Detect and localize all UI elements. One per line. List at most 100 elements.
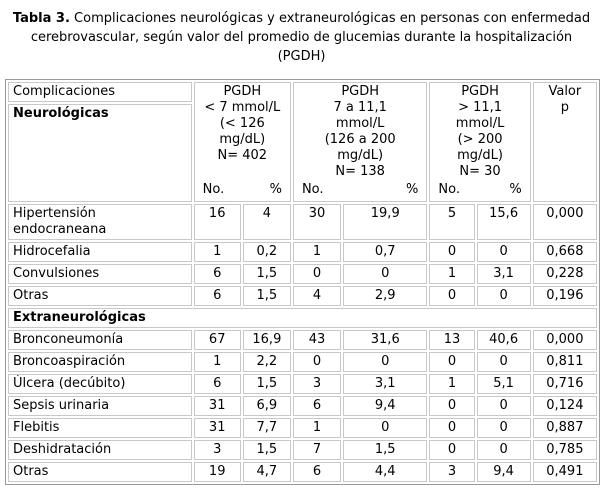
value-cell: 9,4 <box>476 462 531 482</box>
complications-table: Complicaciones PGDH < 7 mmol/L (< 126 mg… <box>5 79 600 485</box>
value-cell: 0 <box>429 396 475 416</box>
value-cell: 3,1 <box>343 374 428 394</box>
value-cell: 1,5 <box>242 286 291 306</box>
value-cell: 30 <box>292 204 342 240</box>
value-cell: 0,124 <box>532 396 597 416</box>
value-cell: 1,5 <box>242 374 291 394</box>
table-row: Sepsis urinaria 31 6,9 6 9,4 0 0 0,124 <box>8 396 597 416</box>
table-row: Otras 6 1,5 4 2,9 0 0 0,196 <box>8 286 597 306</box>
value-cell: 3 <box>292 374 342 394</box>
row-name-cell: Deshidratación <box>8 440 192 460</box>
pgdh-group-title-1: PGDH < 7 mmol/L (< 126 mg/dL) N= 402 <box>204 84 281 163</box>
value-cell: 0,811 <box>532 352 597 372</box>
table-row: Hipertensión endocraneana 16 4 30 19,9 5 15,6 0… <box>8 204 597 240</box>
pct-column-label: % <box>269 182 282 197</box>
no-column-label: No. <box>301 182 324 197</box>
value-cell: 0,785 <box>532 440 597 460</box>
value-cell: 6,9 <box>242 396 291 416</box>
value-cell: 16 <box>193 204 241 240</box>
pgdh-group-title-3: PGDH > 11,1 mmol/L (> 200 mg/dL) N= 30 <box>455 84 505 179</box>
pgdh-group-inner: PGDH 7 a 11,1 mmol/L (126 a 200 mg/dL) N… <box>298 84 422 198</box>
value-cell: 4 <box>292 286 342 306</box>
value-cell: 67 <box>193 330 241 350</box>
valor-p-header: Valor p <box>532 82 597 202</box>
subcolumn-labels-2: No. % <box>298 182 422 198</box>
value-cell: 0 <box>343 264 428 284</box>
row-name-cell: Sepsis urinaria <box>8 396 192 416</box>
pct-column-label: % <box>406 182 419 197</box>
value-cell: 7,7 <box>242 418 291 438</box>
value-cell: 0 <box>476 396 531 416</box>
value-cell: 40,6 <box>476 330 531 350</box>
caption-label: Tabla 3. <box>12 11 70 26</box>
table-row: Hidrocefalia 1 0,2 1 0,7 0 0 0,668 <box>8 242 597 262</box>
value-cell: 4,7 <box>242 462 291 482</box>
pgdh-group-header-3: PGDH > 11,1 mmol/L (> 200 mg/dL) N= 30 N… <box>429 82 531 202</box>
value-cell: 2,9 <box>343 286 428 306</box>
no-column-label: No. <box>202 182 225 197</box>
table-caption: Tabla 3. Complicaciones neurológicas y e… <box>12 9 592 66</box>
subcolumn-labels-1: No. % <box>199 182 286 198</box>
value-cell: 6 <box>193 264 241 284</box>
value-cell: 1,5 <box>242 440 291 460</box>
value-cell: 9,4 <box>343 396 428 416</box>
no-column-label: No. <box>438 182 460 197</box>
value-cell: 1 <box>429 374 475 394</box>
value-cell: 15,6 <box>476 204 531 240</box>
value-cell: 0,228 <box>532 264 597 284</box>
value-cell: 0 <box>476 440 531 460</box>
pgdh-group-title-2: PGDH 7 a 11,1 mmol/L (126 a 200 mg/dL) N… <box>324 84 396 179</box>
value-cell: 1,5 <box>343 440 428 460</box>
value-cell: 13 <box>429 330 475 350</box>
value-cell: 3 <box>193 440 241 460</box>
table-row: Convulsiones 6 1,5 0 0 1 3,1 0,228 <box>8 264 597 284</box>
value-cell: 0,196 <box>532 286 597 306</box>
value-cell: 16,9 <box>242 330 291 350</box>
value-cell: 0,000 <box>532 204 597 240</box>
value-cell: 6 <box>292 396 342 416</box>
value-cell: 19,9 <box>343 204 428 240</box>
pgdh-group-inner: PGDH < 7 mmol/L (< 126 mg/dL) N= 402 No.… <box>199 84 286 198</box>
value-cell: 0 <box>429 242 475 262</box>
value-cell: 0 <box>476 418 531 438</box>
row-name-cell: Hidrocefalia <box>8 242 192 262</box>
pgdh-group-header-1: PGDH < 7 mmol/L (< 126 mg/dL) N= 402 No.… <box>193 82 291 202</box>
value-cell: 4,4 <box>343 462 428 482</box>
value-cell: 19 <box>193 462 241 482</box>
section-row: Extraneurológicas <box>8 308 597 328</box>
table-row: Flebitis 31 7,7 1 0 0 0 0,887 <box>8 418 597 438</box>
value-cell: 0,668 <box>532 242 597 262</box>
value-cell: 6 <box>193 286 241 306</box>
value-cell: 0 <box>476 352 531 372</box>
value-cell: 1 <box>292 242 342 262</box>
table-row: Broncoaspiración 1 2,2 0 0 0 0 0,811 <box>8 352 597 372</box>
value-cell: 3,1 <box>476 264 531 284</box>
table-row: Deshidratación 3 1,5 7 1,5 0 0 0,785 <box>8 440 597 460</box>
table-row: Úlcera (decúbito) 6 1,5 3 3,1 1 5,1 0,716 <box>8 374 597 394</box>
value-cell: 7 <box>292 440 342 460</box>
row-name-cell: Otras <box>8 286 192 306</box>
table-row: Otras 19 4,7 6 4,4 3 9,4 0,491 <box>8 462 597 482</box>
header-row-1: Complicaciones PGDH < 7 mmol/L (< 126 mg… <box>8 82 597 202</box>
value-cell: 5 <box>429 204 475 240</box>
section-row-extraneurologicas: Extraneurológicas <box>8 308 597 328</box>
value-cell: 0,2 <box>242 242 291 262</box>
value-cell: 6 <box>292 462 342 482</box>
value-cell: 0,491 <box>532 462 597 482</box>
value-cell: 4 <box>242 204 291 240</box>
value-cell: 0 <box>429 352 475 372</box>
value-cell: 5,1 <box>476 374 531 394</box>
value-cell: 6 <box>193 374 241 394</box>
value-cell: 0 <box>429 440 475 460</box>
value-cell: 3 <box>429 462 475 482</box>
value-cell: 31,6 <box>343 330 428 350</box>
value-cell: 0 <box>476 286 531 306</box>
value-cell: 1 <box>292 418 342 438</box>
value-cell: 31 <box>193 418 241 438</box>
section-label-neurologicas: Neurológicas <box>8 104 192 202</box>
value-cell: 0 <box>292 264 342 284</box>
value-cell: 0 <box>429 418 475 438</box>
pct-column-label: % <box>509 182 522 197</box>
value-cell: 2,2 <box>242 352 291 372</box>
value-cell: 0,7 <box>343 242 428 262</box>
